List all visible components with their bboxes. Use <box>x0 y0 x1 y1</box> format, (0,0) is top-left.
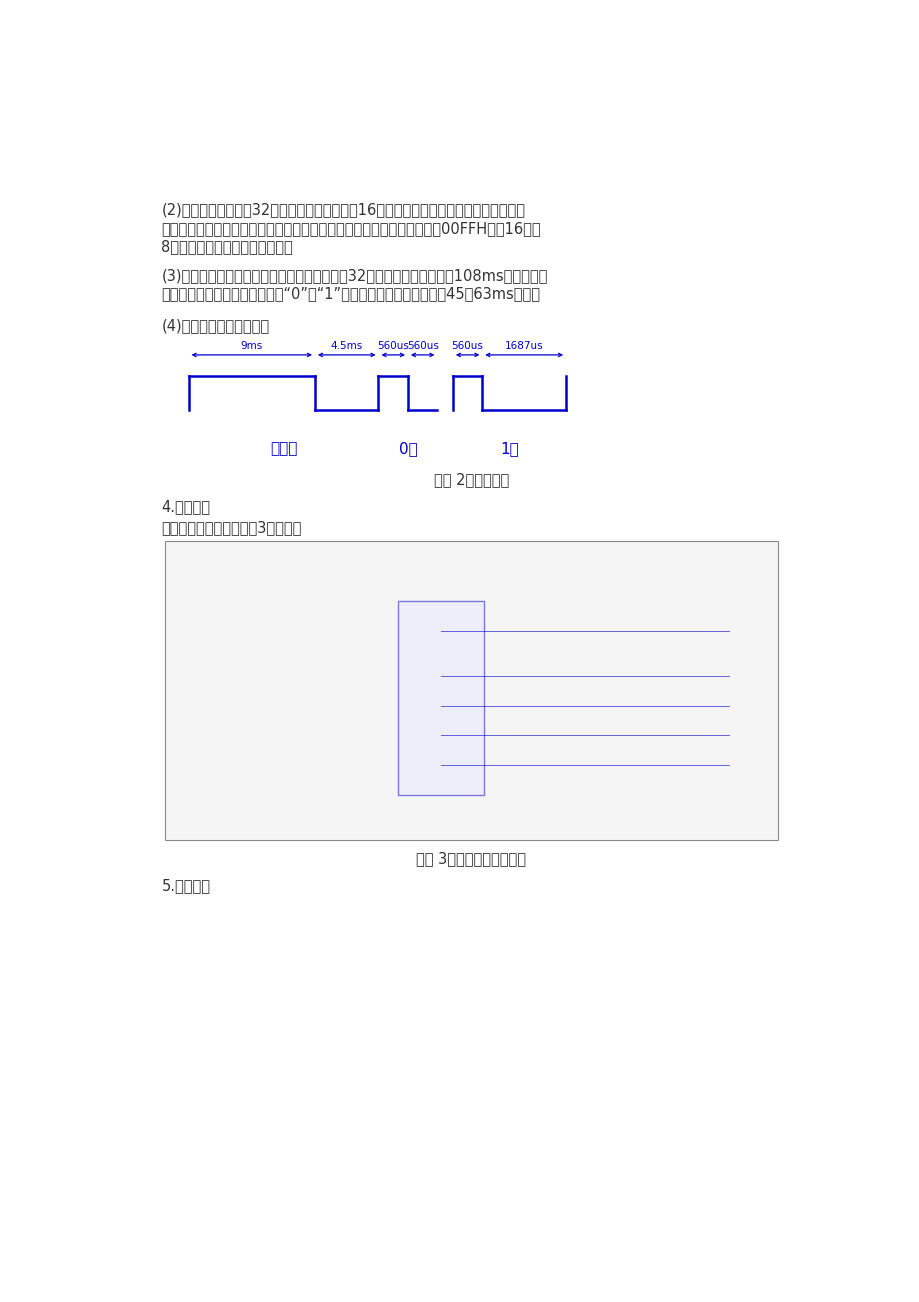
FancyBboxPatch shape <box>165 542 777 840</box>
Text: 1码: 1码 <box>500 441 518 456</box>
Text: 备，防止不同机种遥控码互相干扰。该芯片的用户识别码固定为十六进制00FFH；吀16位为: 备，防止不同机种遥控码互相干扰。该芯片的用户识别码固定为十六进制00FFH；吀1… <box>162 221 540 236</box>
Text: 560us: 560us <box>377 341 409 352</box>
Text: (3)遥控器在按键按下后，周期性地发出同一种32位二进制码，周期约为108ms。一组码本: (3)遥控器在按键按下后，周期性地发出同一种32位二进制码，周期约为108ms。… <box>162 268 548 283</box>
Text: 身的持续时间随它包含的二进制“0”和“1”的个数不同而不同，大约在45～63ms之间。: 身的持续时间随它包含的二进制“0”和“1”的个数不同而不同，大约在45～63ms… <box>162 286 540 301</box>
Text: 560us: 560us <box>451 341 483 352</box>
Text: 5.软件设计: 5.软件设计 <box>162 879 210 893</box>
Text: 硬件设计见电路原理图（3）所示。: 硬件设计见电路原理图（3）所示。 <box>162 519 301 535</box>
Text: 4.硬件设计: 4.硬件设计 <box>162 499 210 514</box>
Text: （图 3）遥控器电路原理图: （图 3）遥控器电路原理图 <box>416 852 526 867</box>
Text: 引导码: 引导码 <box>269 441 297 456</box>
Text: (4)其相关的波形图如下：: (4)其相关的波形图如下： <box>162 318 269 333</box>
Text: （图 2）遥控编码: （图 2）遥控编码 <box>434 471 508 487</box>
Text: 8位操作码（功能码）及其反码。: 8位操作码（功能码）及其反码。 <box>162 240 293 254</box>
Text: 9ms: 9ms <box>241 341 263 352</box>
Text: 1687us: 1687us <box>505 341 543 352</box>
Text: 0码: 0码 <box>398 441 417 456</box>
Text: 560us: 560us <box>406 341 438 352</box>
Text: 4.5ms: 4.5ms <box>330 341 362 352</box>
Text: (2)遥控编码是连续的32位二进制码组，其中剁16位为用户识别码，能区别不同的电器设: (2)遥控编码是连续的32位二进制码组，其中剁16位为用户识别码，能区别不同的电… <box>162 202 525 217</box>
FancyBboxPatch shape <box>398 602 483 796</box>
